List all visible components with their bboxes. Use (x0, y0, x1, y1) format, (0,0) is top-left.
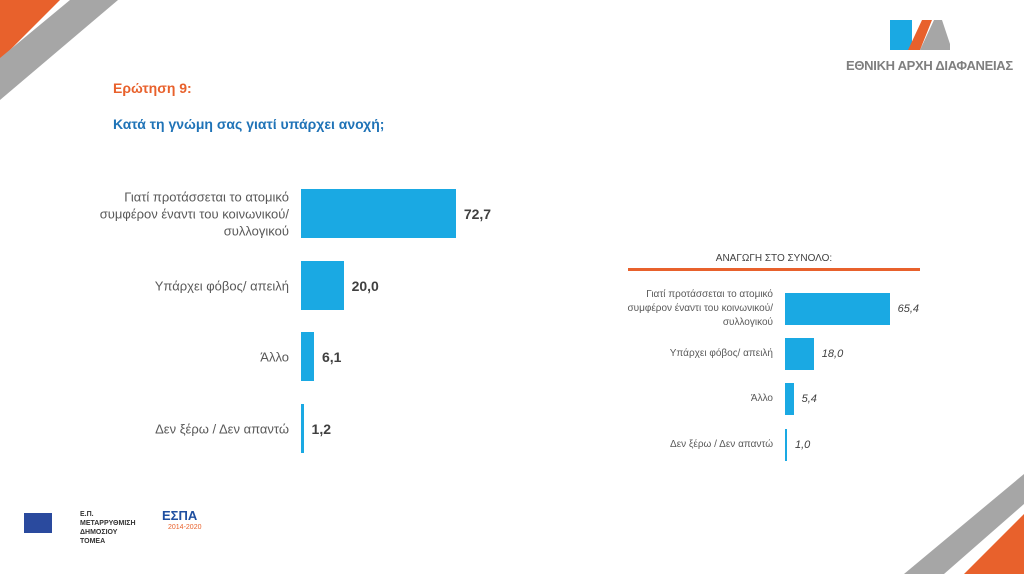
bar (301, 332, 314, 381)
category-label: Άλλο (750, 393, 773, 404)
bar (301, 404, 304, 453)
value-label: 18,0 (821, 348, 844, 360)
bar (785, 383, 794, 415)
category-label: Άλλο (260, 349, 289, 364)
value-label: 65,4 (897, 303, 920, 315)
category-label: Υπάρχει φόβος/ απειλή (154, 278, 289, 293)
bar (785, 429, 787, 461)
reduce-title-underline (628, 268, 920, 271)
value-label: 72,7 (463, 205, 492, 222)
category-label: Δεν ξέρω / Δεν απαντώ (155, 421, 289, 436)
footer-program: Ε.Π. ΜΕΤΑΡΡΥΘΜΙΣΗ ΔΗΜΟΣΙΟΥ ΤΟΜΕΑ (80, 511, 136, 545)
value-label: 1,2 (311, 420, 332, 437)
corner-decoration-top-left (0, 0, 118, 100)
espa-years: 2014-2020 (168, 524, 202, 531)
category-label: Γιατί προτάσσεται το ατομικό συμφέρον έν… (627, 289, 773, 328)
category-label: Γιατί προτάσσεται το ατομικό συμφέρον έν… (99, 189, 289, 238)
value-label: 6,1 (321, 348, 342, 365)
eu-flag-icon (24, 513, 52, 533)
question-label: Ερώτηση 9: (113, 80, 192, 96)
reduce-chart-title: ΑΝΑΓΩΓΗ ΣΤΟ ΣΥΝΟΛΟ: (715, 253, 833, 264)
bar (785, 293, 890, 325)
value-label: 20,0 (351, 277, 379, 294)
bar (301, 261, 344, 310)
logo-text: ΕΘΝΙΚΗ ΑΡΧΗ ΔΙΑΦΑΝΕΙΑΣ (846, 58, 1013, 73)
category-label: Δεν ξέρω / Δεν απαντώ (670, 439, 773, 450)
category-label: Υπάρχει φόβος/ απειλή (669, 348, 773, 359)
bar (785, 338, 814, 370)
corner-decoration-bottom-right (904, 474, 1024, 574)
value-label: 1,0 (795, 439, 811, 451)
value-label: 5,4 (801, 393, 817, 405)
espa-logo: ΕΣΠΑ (162, 508, 198, 523)
question-text: Κατά τη γνώμη σας γιατί υπάρχει ανοχή; (113, 116, 385, 132)
logo-mark (890, 20, 952, 50)
bar (301, 189, 456, 238)
